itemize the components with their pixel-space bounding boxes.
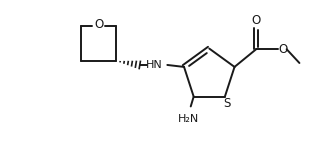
Text: O: O xyxy=(278,43,287,56)
Text: O: O xyxy=(94,18,103,31)
Text: S: S xyxy=(223,97,230,110)
Text: H₂N: H₂N xyxy=(178,114,199,124)
Text: HN: HN xyxy=(146,60,163,70)
Text: O: O xyxy=(252,14,261,27)
